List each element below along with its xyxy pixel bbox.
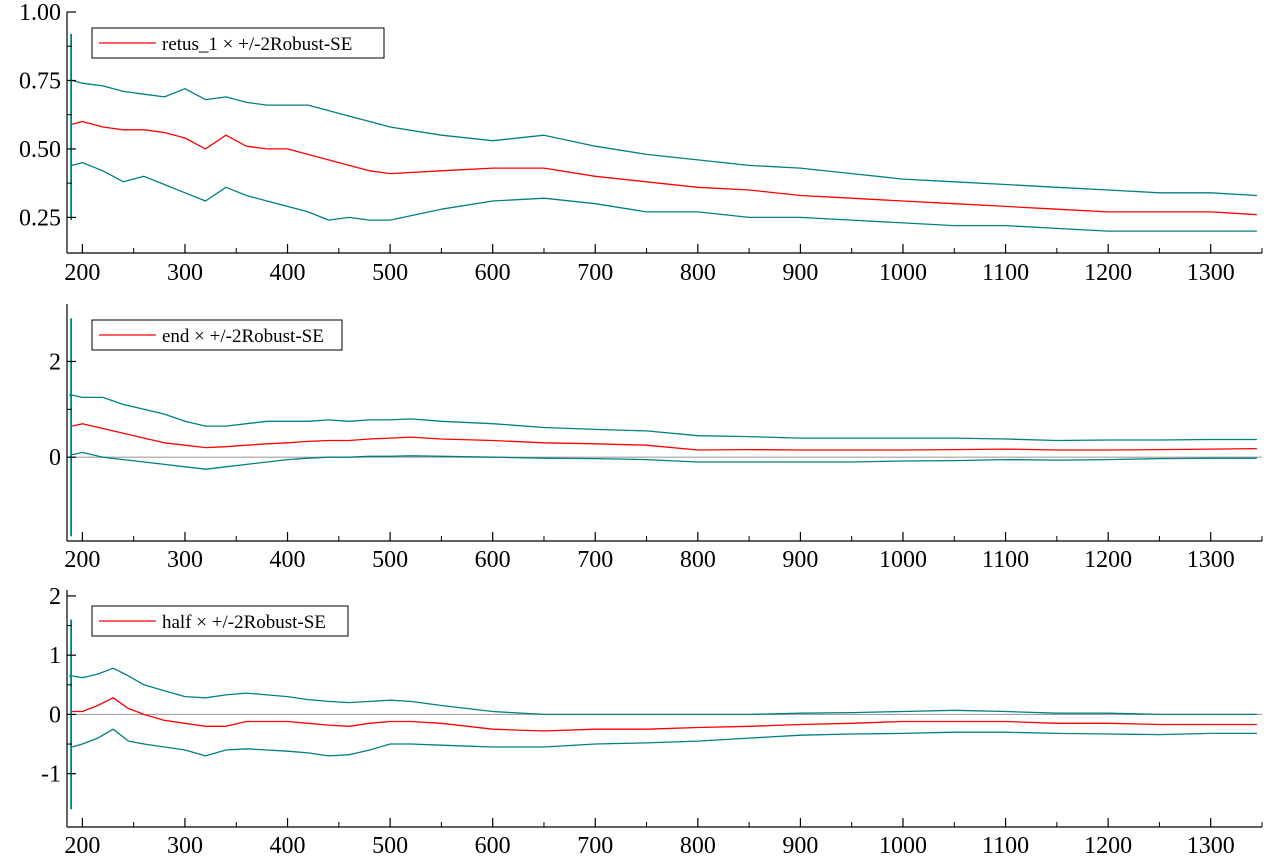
x-tick-label: 200: [64, 260, 100, 286]
x-tick-label: 1100: [982, 260, 1029, 286]
x-tick-label: 1200: [1084, 547, 1132, 573]
x-tick-label: 800: [680, 260, 716, 286]
series-line-estimate: [71, 120, 1257, 216]
series-line-upper: [71, 667, 1257, 716]
x-tick-label: 500: [372, 547, 408, 573]
legend-label: retus_1 × +/-2Robust-SE: [162, 34, 352, 55]
x-tick-label: 600: [475, 260, 511, 286]
y-tick-label: 2: [49, 349, 61, 375]
x-tick-label: 1200: [1084, 260, 1132, 286]
y-tick-label: 0.25: [19, 205, 61, 231]
x-tick-label: 800: [680, 833, 716, 859]
x-tick-label: 1100: [982, 833, 1029, 859]
x-tick-label: 400: [270, 833, 306, 859]
x-tick-label: 1300: [1187, 547, 1235, 573]
x-tick-label: 700: [577, 260, 613, 286]
y-tick-label: 0.75: [19, 68, 61, 94]
legend-label: half × +/-2Robust-SE: [162, 612, 326, 633]
legend-retus-1: retus_1 × +/-2Robust-SE: [91, 27, 385, 59]
x-tick-label: 1100: [982, 547, 1029, 573]
x-tick-label: 600: [475, 547, 511, 573]
x-tick-label: 1300: [1187, 260, 1235, 286]
x-tick-label: 400: [270, 547, 306, 573]
x-tick-label: 500: [372, 260, 408, 286]
x-tick-label: 1200: [1084, 833, 1132, 859]
x-tick-label: 1000: [879, 547, 927, 573]
x-tick-label: 900: [782, 833, 818, 859]
series-line-lower: [71, 451, 1257, 470]
y-tick-label: -1: [41, 762, 61, 788]
x-tick-label: 300: [167, 260, 203, 286]
x-tick-label: 900: [782, 260, 818, 286]
y-tick-label: 0: [49, 445, 61, 471]
legend-end: end × +/-2Robust-SE: [91, 319, 343, 351]
x-tick-label: 700: [577, 547, 613, 573]
x-tick-label: 1300: [1187, 833, 1235, 859]
x-tick-label: 800: [680, 547, 716, 573]
x-tick-label: 500: [372, 833, 408, 859]
y-tick-label: 0: [49, 702, 61, 728]
series-line-estimate: [71, 423, 1257, 451]
x-tick-label: 300: [167, 833, 203, 859]
x-tick-label: 600: [475, 833, 511, 859]
x-tick-label: 200: [64, 547, 100, 573]
legend-label: end × +/-2Robust-SE: [162, 326, 324, 347]
legend-half: half × +/-2Robust-SE: [91, 605, 349, 637]
x-tick-label: 200: [64, 833, 100, 859]
x-tick-label: 1000: [879, 260, 927, 286]
panel-end: 0 2 200 300 400 500 600 700 800 900 1000 1100 1200 13…: [49, 304, 1263, 573]
x-tick-label: 900: [782, 547, 818, 573]
y-tick-label: 1: [49, 643, 61, 669]
y-tick-label: 1.00: [19, 0, 61, 26]
x-tick-label: 700: [577, 833, 613, 859]
y-tick-label: 2: [49, 584, 61, 610]
series-line-upper: [71, 394, 1257, 442]
series-line-lower: [71, 161, 1257, 232]
series-line-estimate: [72, 697, 1257, 732]
panel-half: -1 0 1 2 200 300 400 500 600 700 800 900 1000 1100 120…: [41, 584, 1263, 859]
x-tick-label: 400: [270, 260, 306, 286]
series-line-lower: [71, 728, 1257, 757]
panel-retus-1: 0.25 0.50 0.75 1.00 200 300 400 500 600 700 800 900…: [19, 0, 1263, 286]
x-tick-label: 1000: [879, 833, 927, 859]
series-line-upper: [71, 79, 1257, 197]
y-tick-label: 0.50: [19, 137, 61, 163]
x-tick-label: 300: [167, 547, 203, 573]
